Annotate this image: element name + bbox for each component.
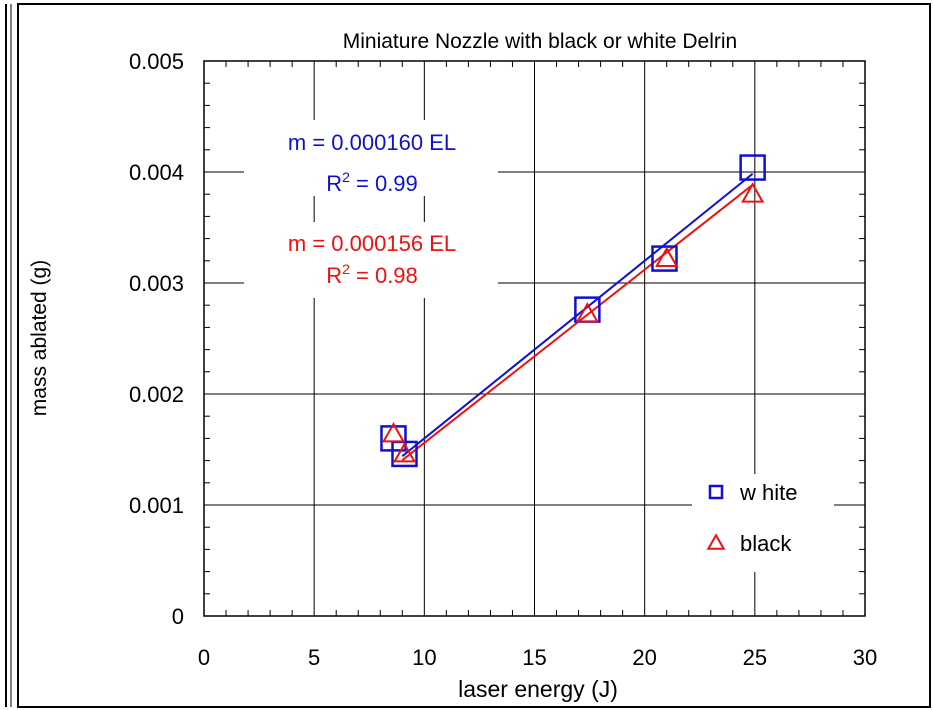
fit-annotations: m = 0.000160 EL R2 = 0.99 m = 0.000156 EL R… bbox=[288, 130, 456, 288]
outer-border bbox=[17, 3, 931, 708]
y-tick-label: 0.003 bbox=[129, 271, 184, 296]
y-tick-label: 0 bbox=[172, 604, 184, 629]
minor-ticks bbox=[204, 61, 865, 616]
plot-area bbox=[203, 60, 866, 617]
x-tick-label: 0 bbox=[198, 645, 210, 670]
data-point bbox=[392, 442, 417, 463]
fit-equation: m = 0.000160 EL bbox=[288, 130, 456, 155]
legend: w hite black bbox=[706, 480, 797, 556]
x-axis-label: laser energy (J) bbox=[458, 676, 618, 702]
x-tick-label: 25 bbox=[743, 645, 767, 670]
x-tick-label: 20 bbox=[632, 645, 656, 670]
data-point bbox=[655, 246, 679, 268]
y-tick-labels: 0 0.001 0.002 0.003 0.004 0.005 bbox=[129, 49, 184, 629]
y-tick-label: 0.004 bbox=[129, 160, 184, 185]
y-tick-label: 0.002 bbox=[129, 382, 184, 407]
y-tick-label: 0.005 bbox=[129, 49, 184, 74]
data-point bbox=[739, 154, 766, 181]
fit-r-squared: R2 = 0.98 bbox=[326, 261, 418, 288]
data-point bbox=[381, 422, 406, 443]
x-tick-labels: 0 5 10 15 20 25 30 bbox=[198, 645, 877, 670]
data-point bbox=[575, 302, 600, 323]
y-tick-label: 0.001 bbox=[129, 493, 184, 518]
legend-label: w hite bbox=[739, 480, 797, 505]
annotation-bg-blue bbox=[244, 120, 498, 196]
x-tick-label: 30 bbox=[853, 645, 877, 670]
x-tick-label: 10 bbox=[412, 645, 436, 670]
legend-bg bbox=[692, 474, 834, 572]
x-tick-label: 15 bbox=[522, 645, 546, 670]
data-markers bbox=[380, 154, 766, 468]
fit-r-squared: R2 = 0.99 bbox=[326, 169, 418, 196]
annotation-bg-red bbox=[244, 222, 498, 298]
data-point bbox=[651, 245, 678, 272]
legend-label: black bbox=[740, 531, 792, 556]
x-tick-label: 5 bbox=[308, 645, 320, 670]
data-point bbox=[741, 182, 765, 203]
legend-marker bbox=[708, 484, 724, 500]
fit-equation: m = 0.000156 EL bbox=[288, 231, 456, 256]
chart-title: Miniature Nozzle with black or white Del… bbox=[343, 30, 737, 53]
annotation-background bbox=[244, 120, 834, 572]
legend-marker bbox=[706, 533, 726, 550]
y-axis-label: mass ablated (g) bbox=[28, 260, 51, 416]
fit-line bbox=[401, 172, 754, 457]
